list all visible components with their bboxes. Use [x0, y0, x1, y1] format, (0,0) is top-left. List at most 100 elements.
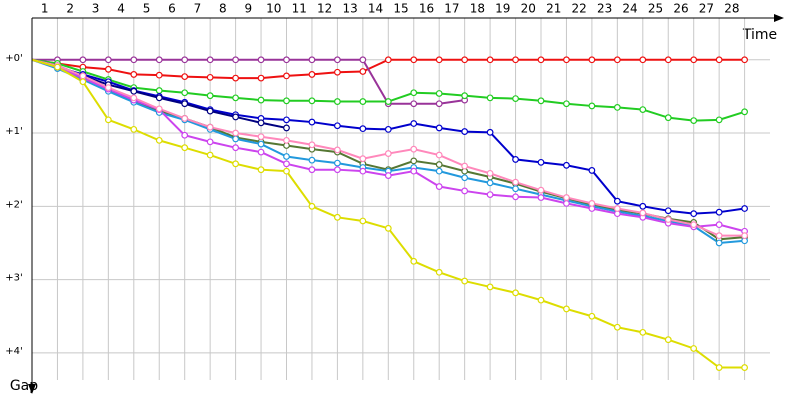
point — [410, 120, 418, 127]
point — [512, 185, 519, 193]
point — [104, 56, 112, 64]
point — [283, 97, 290, 105]
point — [715, 208, 723, 216]
point — [104, 116, 112, 124]
x-tick-label: 25 — [648, 2, 663, 16]
point — [308, 56, 316, 64]
point — [435, 167, 443, 175]
series-line — [57, 64, 745, 237]
x-tick-label: 17 — [444, 2, 459, 16]
point — [639, 56, 647, 64]
point — [435, 151, 443, 159]
point — [435, 124, 443, 132]
point — [690, 221, 698, 229]
x-tick-label: 1 — [41, 2, 49, 16]
point — [334, 122, 341, 130]
point — [384, 125, 392, 133]
point — [741, 232, 748, 240]
point — [334, 166, 341, 174]
y-tick-label: +3' — [5, 273, 23, 284]
point — [461, 56, 469, 64]
point — [232, 113, 240, 121]
point — [486, 56, 494, 64]
point — [563, 305, 570, 313]
point — [155, 56, 163, 64]
point — [715, 232, 723, 240]
point — [410, 89, 418, 97]
point — [155, 105, 163, 113]
point — [512, 178, 519, 186]
point — [308, 97, 316, 105]
point — [334, 213, 341, 221]
x-tick-label: 14 — [368, 2, 383, 16]
point — [486, 94, 494, 102]
x-axis-arrow — [774, 14, 784, 22]
y-tick-label: +0' — [5, 53, 23, 64]
point — [104, 65, 112, 73]
point — [334, 146, 341, 154]
point — [613, 323, 621, 331]
point — [613, 197, 621, 205]
point — [563, 199, 570, 207]
point — [359, 167, 367, 175]
point — [563, 194, 570, 201]
point — [334, 68, 341, 76]
point — [410, 56, 418, 64]
point — [54, 63, 61, 71]
x-tick-label: 8 — [219, 2, 227, 16]
point — [512, 95, 519, 103]
point — [690, 56, 698, 64]
point — [232, 129, 240, 137]
point — [690, 117, 698, 124]
point — [283, 56, 290, 64]
series-line — [57, 66, 745, 215]
point — [283, 153, 290, 160]
point — [715, 221, 723, 229]
point — [435, 268, 443, 276]
point — [232, 144, 240, 152]
x-tick-label: 15 — [393, 2, 408, 16]
point — [588, 312, 596, 320]
y-tick-label: +4' — [5, 346, 23, 357]
point — [257, 133, 265, 141]
point — [537, 56, 545, 64]
point — [715, 116, 723, 124]
point — [308, 156, 316, 164]
point — [104, 84, 112, 92]
point — [257, 119, 265, 127]
point — [283, 160, 290, 168]
point — [257, 56, 265, 64]
x-tick-label: 28 — [724, 2, 739, 16]
point — [512, 193, 519, 201]
series-line — [57, 62, 745, 122]
point — [155, 87, 163, 94]
point — [308, 141, 316, 149]
point — [359, 125, 367, 133]
x-tick-label: 21 — [546, 2, 561, 16]
point — [308, 166, 316, 174]
point — [257, 140, 265, 148]
point — [283, 136, 290, 144]
series-line — [57, 67, 745, 244]
x-tick-label: 3 — [92, 2, 100, 16]
point — [130, 87, 138, 95]
point — [410, 167, 418, 175]
point — [639, 202, 647, 210]
point — [486, 169, 494, 177]
point — [334, 98, 341, 105]
point — [384, 172, 392, 179]
point — [155, 94, 163, 102]
point — [257, 166, 265, 174]
point — [232, 135, 240, 143]
point — [690, 210, 698, 218]
point — [206, 73, 214, 81]
point — [537, 158, 545, 166]
point — [537, 97, 545, 105]
point — [130, 56, 138, 64]
point — [410, 257, 418, 265]
point — [359, 56, 367, 64]
point — [384, 224, 392, 232]
point — [639, 328, 647, 336]
point — [384, 98, 392, 105]
